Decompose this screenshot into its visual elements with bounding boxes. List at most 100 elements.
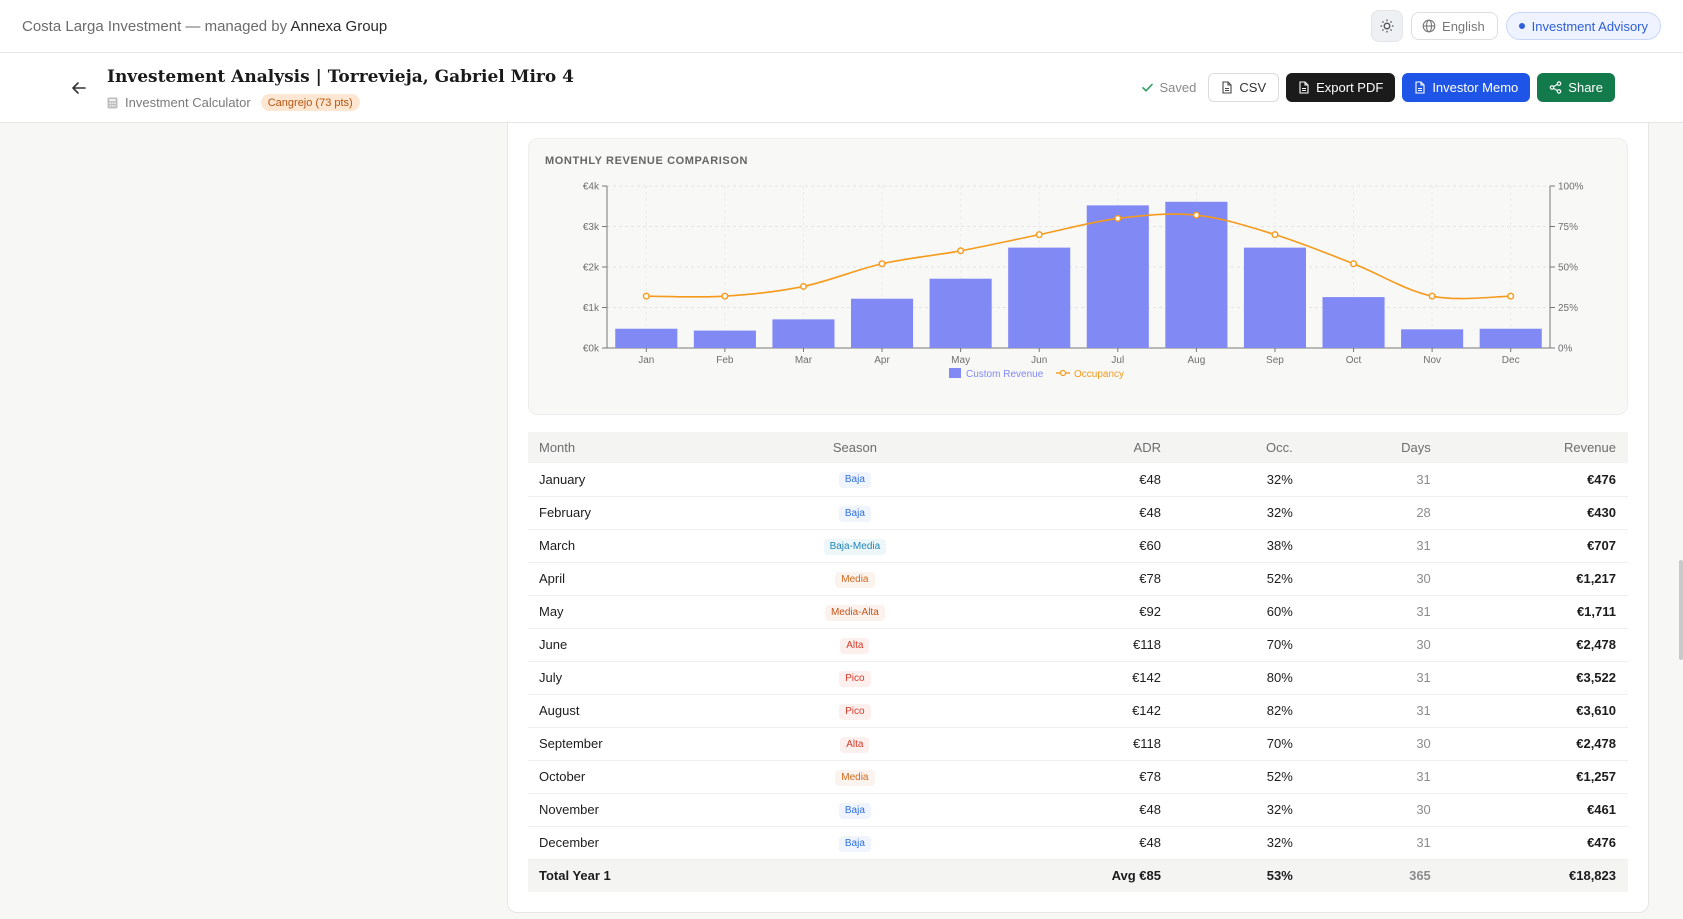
brand-prefix: Costa Larga Investment — managed by bbox=[22, 17, 288, 35]
cell-revenue: €476 bbox=[1430, 463, 1628, 497]
cell-revenue: €1,711 bbox=[1430, 595, 1628, 629]
revenue-bar bbox=[693, 330, 756, 348]
season-badge: Pico bbox=[839, 703, 871, 720]
table-row: September Alta €118 70% 30 €2,478 bbox=[528, 727, 1628, 761]
y-tick-label-left: €1k bbox=[583, 303, 600, 314]
season-badge: Baja bbox=[838, 472, 871, 489]
table-row: October Media €78 52% 31 €1,257 bbox=[528, 760, 1628, 794]
csv-button[interactable]: CSV bbox=[1208, 73, 1280, 102]
revenue-chart-panel: MONTHLY REVENUE COMPARISON €0k €1k €2k €3k €… bbox=[528, 138, 1628, 415]
cell-month: January bbox=[528, 463, 778, 497]
cell-occupancy: 32% bbox=[1161, 826, 1293, 860]
cell-days: 31 bbox=[1292, 595, 1431, 629]
total-label: Total Year 1 bbox=[528, 859, 778, 892]
cell-days: 30 bbox=[1292, 628, 1431, 662]
theme-toggle-button[interactable] bbox=[1371, 10, 1404, 42]
monthly-revenue-table: Month Season ADR Occ. Days Revenue Janua… bbox=[528, 432, 1628, 892]
page-scrollbar[interactable] bbox=[1679, 560, 1683, 660]
page-header: Investement Analysis | Torrevieja, Gabri… bbox=[0, 53, 1683, 123]
x-tick-label: Apr bbox=[874, 355, 890, 366]
language-label: English bbox=[1442, 18, 1485, 34]
export-pdf-button[interactable]: Export PDF bbox=[1286, 73, 1396, 102]
share-icon bbox=[1549, 81, 1562, 94]
calculator-label: Investment Calculator bbox=[125, 95, 251, 110]
mode-badge[interactable]: Investment Advisory bbox=[1505, 12, 1661, 40]
cell-season: Baja bbox=[777, 496, 933, 530]
revenue-chart: €0k €1k €2k €3k €4k 0% 25% 50% 75% 100% Jan Feb Mar A… bbox=[583, 182, 1584, 381]
cell-season: Alta bbox=[777, 727, 933, 761]
table-row: August Pico €142 82% 31 €3,610 bbox=[528, 694, 1628, 728]
y-tick-label-right: 100% bbox=[1558, 182, 1584, 193]
sun-icon bbox=[1380, 19, 1394, 33]
season-badge: Media bbox=[835, 571, 875, 588]
saved-status: Saved bbox=[1141, 80, 1197, 95]
season-badge: Alta bbox=[840, 637, 870, 654]
legend-swatch-revenue bbox=[949, 368, 961, 378]
x-tick-label: Jun bbox=[1031, 355, 1047, 366]
cell-revenue: €1,217 bbox=[1430, 562, 1628, 596]
revenue-bar bbox=[851, 298, 914, 348]
file-icon bbox=[1415, 81, 1425, 94]
occupancy-point bbox=[642, 292, 650, 300]
y-tick-label-right: 0% bbox=[1558, 344, 1573, 355]
file-icon bbox=[1299, 81, 1309, 94]
season-badge: Media bbox=[835, 769, 875, 786]
check-icon bbox=[1141, 83, 1153, 92]
brand: Costa Larga Investment — managed by Anne… bbox=[22, 18, 387, 35]
cell-days: 30 bbox=[1292, 793, 1431, 827]
cell-adr: €48 bbox=[932, 463, 1161, 497]
cell-revenue: €461 bbox=[1430, 793, 1628, 827]
cell-month: March bbox=[528, 529, 778, 563]
table-total-row: Total Year 1 Avg €85 53% 365 €18,823 bbox=[528, 859, 1628, 892]
brand-name: Annexa Group bbox=[290, 17, 388, 35]
saved-label: Saved bbox=[1159, 80, 1197, 95]
y-tick-label-left: €2k bbox=[583, 263, 600, 274]
cell-season: Baja bbox=[777, 463, 933, 497]
language-selector[interactable]: English bbox=[1411, 12, 1498, 40]
table-row: April Media €78 52% 30 €1,217 bbox=[528, 562, 1628, 596]
revenue-bar bbox=[1479, 328, 1542, 348]
x-tick-label: Sep bbox=[1266, 355, 1284, 366]
occupancy-point bbox=[1192, 211, 1200, 219]
cell-occupancy: 52% bbox=[1161, 562, 1293, 596]
header-revenue: Revenue bbox=[1430, 432, 1628, 463]
cell-month: April bbox=[528, 562, 778, 596]
cell-month: December bbox=[528, 826, 778, 860]
y-tick-label-left: €4k bbox=[583, 182, 600, 193]
season-badge: Baja-Media bbox=[823, 538, 887, 555]
cell-season: Media bbox=[777, 760, 933, 794]
revenue-bar bbox=[1165, 201, 1228, 348]
header-adr: ADR bbox=[932, 432, 1161, 463]
revenue-bar bbox=[929, 278, 992, 348]
table-row: February Baja €48 32% 28 €430 bbox=[528, 496, 1628, 530]
cell-adr: €78 bbox=[932, 760, 1161, 794]
share-button[interactable]: Share bbox=[1537, 73, 1615, 102]
revenue-bar bbox=[1086, 205, 1149, 348]
cell-month: November bbox=[528, 793, 778, 827]
cell-adr: €48 bbox=[932, 496, 1161, 530]
total-occupancy: 53% bbox=[1161, 859, 1293, 892]
mode-label: Investment Advisory bbox=[1531, 18, 1648, 34]
back-button[interactable] bbox=[68, 77, 90, 99]
revenue-bar bbox=[1243, 247, 1306, 348]
file-icon bbox=[1222, 81, 1232, 94]
season-badge: Baja bbox=[838, 835, 871, 852]
investor-memo-button[interactable]: Investor Memo bbox=[1402, 73, 1531, 102]
table-row: November Baja €48 32% 30 €461 bbox=[528, 793, 1628, 827]
page-subtitle: Investment Calculator Cangrejo (73 pts) bbox=[107, 94, 360, 111]
cell-days: 30 bbox=[1292, 727, 1431, 761]
revenue-bar bbox=[1008, 247, 1071, 348]
header-actions: Saved CSV Export PDF Investor Memo bbox=[1141, 73, 1615, 102]
occupancy-point bbox=[721, 292, 729, 300]
cell-month: February bbox=[528, 496, 778, 530]
revenue-bar bbox=[772, 319, 835, 348]
cell-occupancy: 38% bbox=[1161, 529, 1293, 563]
y-tick-label-left: €0k bbox=[583, 344, 600, 355]
cell-month: August bbox=[528, 694, 778, 728]
cell-occupancy: 32% bbox=[1161, 793, 1293, 827]
cell-days: 31 bbox=[1292, 529, 1431, 563]
x-tick-label: Nov bbox=[1423, 355, 1441, 366]
investor-memo-label: Investor Memo bbox=[1432, 80, 1519, 95]
csv-label: CSV bbox=[1239, 80, 1267, 95]
cell-adr: €142 bbox=[932, 661, 1161, 695]
